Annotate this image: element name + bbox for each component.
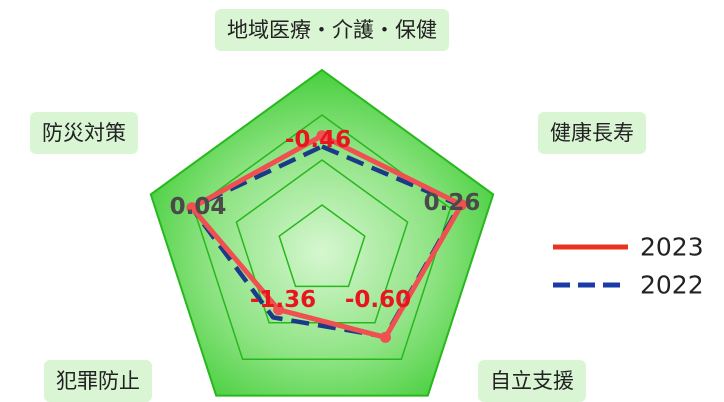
axis-label-text: 防災対策 [42, 121, 126, 145]
radar-background [149, 68, 495, 397]
legend-label-2023: 2023 [640, 233, 704, 262]
series-point-2023 [456, 199, 467, 211]
series-point-2023 [380, 331, 391, 343]
axis-label-bg [215, 9, 449, 51]
axis-label-text: 自立支援 [490, 369, 574, 393]
series-line-2023 [189, 133, 464, 340]
axis-label: 自立支援 [478, 360, 586, 402]
axis-label: 犯罪防止 [44, 360, 152, 402]
axis-label-bg [478, 360, 586, 402]
axis-label-text: 地域医療・介護・保健 [227, 18, 437, 42]
legend: 2023 2022 [553, 233, 704, 300]
value-label: -0.60 [345, 287, 411, 313]
axis-label: 健康長寿 [538, 112, 646, 154]
axis-label: 地域医療・介護・保健 [215, 9, 449, 51]
value-label: -0.46 [285, 127, 351, 153]
axis-label-text: 犯罪防止 [56, 369, 140, 393]
axis-label: 防災対策 [30, 112, 138, 154]
axis-label-bg [44, 360, 152, 402]
radar-series [186, 130, 467, 343]
series-point-2023 [273, 304, 285, 316]
value-label: -1.36 [250, 287, 316, 313]
value-labels: -0.46 0.26 -0.60 -1.36 0.04 [170, 127, 481, 313]
series-point-2023 [186, 202, 198, 214]
legend-label-2022: 2022 [640, 271, 704, 300]
series-point-2023 [316, 130, 328, 142]
axis-label-text: 健康長寿 [550, 121, 634, 145]
grid-ring [278, 204, 366, 288]
axis-label-bg [30, 112, 138, 154]
value-label: 0.26 [424, 190, 481, 216]
value-label: 0.04 [170, 194, 227, 220]
radar-outer-polygon [149, 68, 495, 397]
axis-label-bg [538, 112, 646, 154]
